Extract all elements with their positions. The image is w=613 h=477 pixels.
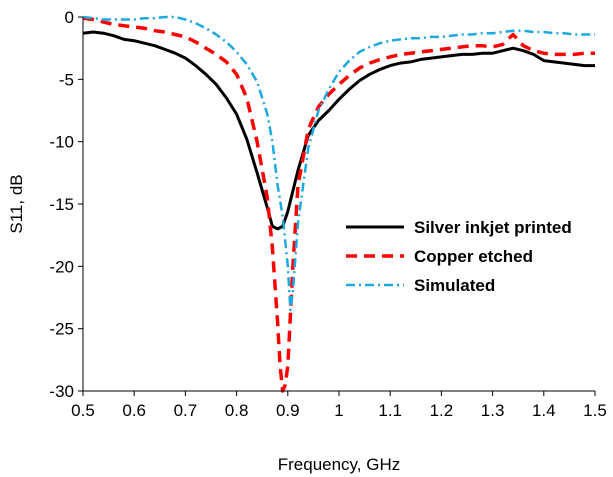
x-tick-label: 0.6	[122, 401, 146, 420]
x-tick-label: 1.3	[481, 401, 505, 420]
legend-label: Simulated	[414, 276, 495, 295]
x-tick-label: 0.7	[174, 401, 198, 420]
legend: Silver inkjet printed Copper etched Simula…	[346, 218, 572, 295]
y-axis-ticks: 0 -5 -10 -15 -20 -25 -30	[49, 8, 83, 401]
x-tick-label: 1.5	[583, 401, 607, 420]
x-tick-label: 0.5	[71, 401, 95, 420]
y-tick-label: -10	[49, 133, 74, 152]
legend-label: Copper etched	[414, 247, 533, 266]
x-axis-ticks: 0.5 0.6 0.7 0.8 0.9 1 1.1 1.2 1.3 1.4 1.5	[71, 391, 607, 420]
y-tick-label: 0	[65, 8, 74, 27]
series-lines	[82, 15, 595, 393]
x-tick-label: 1.2	[430, 401, 454, 420]
x-tick-label: 0.8	[225, 401, 249, 420]
y-axis-label: S11, dB	[7, 174, 26, 233]
legend-label: Silver inkjet printed	[414, 218, 572, 237]
x-tick-label: 0.9	[276, 401, 300, 420]
x-tick-label: 1.1	[378, 401, 402, 420]
y-tick-label: -20	[49, 257, 74, 276]
y-tick-label: -30	[49, 382, 74, 401]
series-line-copper-etched	[82, 16, 595, 393]
x-tick-label: 1	[334, 401, 343, 420]
series-line-silver-inkjet-printed	[82, 30, 595, 231]
x-tick-label: 1.4	[532, 401, 556, 420]
x-axis-label: Frequency, GHz	[278, 455, 401, 474]
y-tick-label: -25	[49, 320, 74, 339]
y-tick-label: -5	[59, 70, 74, 89]
series-line-simulated	[82, 15, 595, 312]
y-tick-label: -15	[49, 195, 74, 214]
